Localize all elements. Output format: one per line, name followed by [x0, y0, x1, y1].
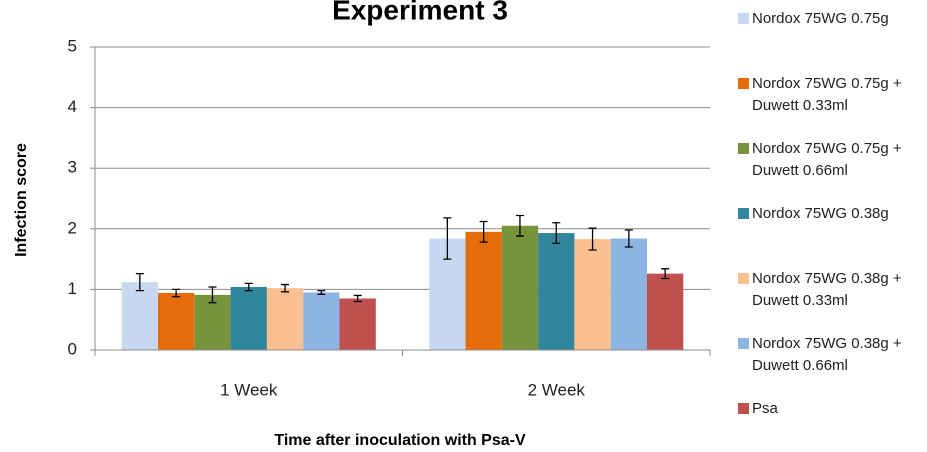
error-bar — [353, 294, 362, 303]
error-bar — [135, 272, 144, 292]
legend-item: Nordox 75WG 0.75g + Duwett 0.33ml — [738, 73, 902, 117]
legend-swatch — [738, 208, 749, 219]
legend-label: Nordox 75WG 0.75g + Duwett 0.66ml — [752, 140, 902, 179]
bar — [303, 292, 340, 350]
x-tick-label: 2 Week — [528, 380, 586, 399]
legend-swatch — [738, 13, 749, 24]
legend-label: Nordox 75WG 0.38g + Duwett 0.66ml — [752, 335, 902, 374]
bar — [610, 238, 647, 350]
legend-swatch — [738, 273, 749, 284]
x-axis-label: Time after inoculation with Psa-V — [274, 432, 526, 449]
error-bar — [479, 220, 488, 243]
bar — [574, 239, 611, 350]
legend-label: Nordox 75WG 0.75g — [752, 10, 889, 27]
bar — [194, 294, 231, 350]
bar — [501, 225, 539, 350]
legend-label: Nordox 75WG 0.38g — [752, 205, 889, 222]
bar — [339, 298, 376, 350]
y-tick-label: 5 — [68, 36, 77, 55]
legend-swatch — [738, 143, 749, 154]
legend-item: Nordox 75WG 0.38g — [738, 203, 902, 225]
error-bar — [515, 214, 524, 237]
legend-item: Psa — [738, 398, 902, 420]
legend-item: Nordox 75WG 0.75g — [738, 8, 902, 30]
y-axis-label: Infection score — [13, 143, 30, 257]
error-bar — [244, 282, 253, 292]
error-bar — [208, 286, 217, 304]
legend-swatch — [738, 78, 749, 89]
y-tick-label: 4 — [68, 97, 77, 116]
error-bar — [552, 222, 561, 244]
legend-swatch — [738, 338, 749, 349]
chart-title: Experiment 3 — [332, 0, 508, 25]
legend-swatch — [738, 403, 749, 414]
error-bar — [624, 229, 633, 248]
legend-label: Nordox 75WG 0.38g + Duwett 0.33ml — [752, 270, 902, 309]
y-tick-label: 3 — [68, 158, 77, 177]
bar — [121, 282, 158, 350]
y-tick-label: 2 — [68, 218, 77, 237]
legend-label: Nordox 75WG 0.75g + Duwett 0.33ml — [752, 75, 902, 114]
legend-item: Nordox 75WG 0.38g + Duwett 0.33ml — [738, 268, 902, 312]
error-bar — [281, 283, 290, 293]
bar — [266, 288, 304, 350]
y-tick-label: 0 — [68, 339, 77, 358]
x-tick-label: 1 Week — [220, 380, 278, 399]
legend-item: Nordox 75WG 0.38g + Duwett 0.66ml — [738, 333, 902, 377]
bar — [158, 293, 195, 350]
legend-label: Psa — [752, 400, 778, 417]
error-bar — [443, 217, 452, 260]
bar — [538, 233, 575, 350]
bar — [230, 286, 267, 350]
error-bar — [172, 288, 181, 298]
error-bar — [661, 268, 670, 280]
error-bar — [317, 289, 326, 295]
bar — [647, 273, 684, 350]
legend-item: Nordox 75WG 0.75g + Duwett 0.66ml — [738, 138, 902, 182]
error-bar — [588, 227, 597, 251]
bar — [465, 231, 502, 350]
y-tick-label: 1 — [68, 279, 77, 298]
